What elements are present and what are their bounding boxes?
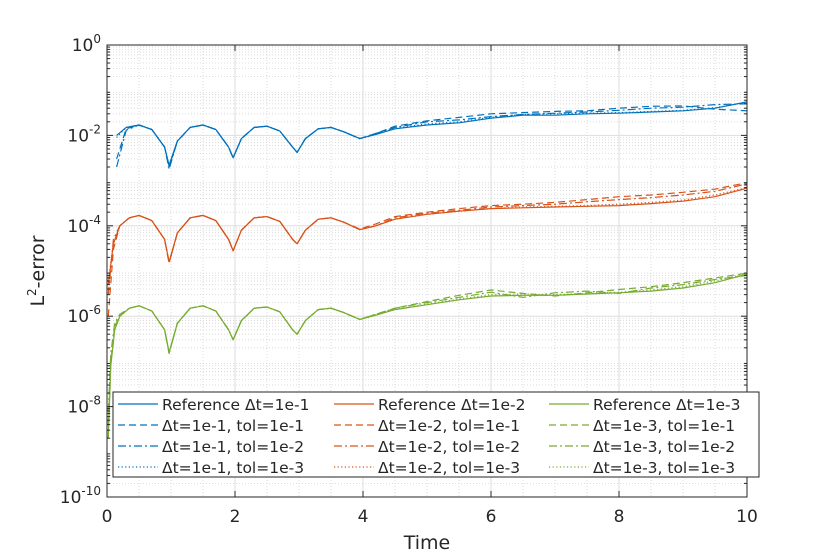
y-tick-exponent: -4 — [89, 213, 101, 227]
legend-label: Δt=1e-1, tol=1e-2 — [162, 438, 304, 456]
x-tick-label: 10 — [736, 507, 758, 527]
y-tick-label: 10-2 — [67, 122, 101, 146]
legend: Reference Δt=1e-1 Δt=1e-1, tol=1e-1 Δt=1e-… — [112, 391, 760, 478]
y-tick-base: 10 — [67, 217, 89, 237]
series-line — [116, 103, 748, 170]
series-line — [107, 274, 748, 412]
series-lines — [107, 101, 748, 439]
x-tick-label: 6 — [486, 507, 497, 527]
y-tick-label: 10-8 — [67, 394, 101, 418]
legend-label: Reference Δt=1e-3 — [593, 396, 741, 414]
y-tick-base: 10 — [72, 36, 94, 56]
series-line — [107, 187, 748, 282]
y-tick-exponent: -6 — [89, 303, 101, 317]
series-line — [107, 272, 748, 431]
y-tick-label: 10-6 — [67, 303, 101, 327]
legend-label: Δt=1e-2, tol=1e-2 — [378, 438, 520, 456]
legend-label: Δt=1e-1, tol=1e-3 — [162, 459, 304, 477]
legend-label: Δt=1e-2, tol=1e-3 — [378, 459, 520, 477]
y-axis-title: L2-error — [25, 235, 49, 306]
y-tick-label: 10-4 — [67, 213, 101, 237]
legend-label: Reference Δt=1e-2 — [378, 396, 526, 414]
y-tick-base: 10 — [67, 307, 89, 327]
legend-label: Δt=1e-3, tol=1e-1 — [593, 417, 735, 435]
x-tick-label: 0 — [102, 507, 113, 527]
y-tick-label: 100 — [72, 32, 101, 56]
y-tick-base: 10 — [60, 488, 82, 508]
y-tick-exponent: 0 — [93, 32, 101, 46]
legend-label: Δt=1e-3, tol=1e-3 — [593, 459, 735, 477]
x-tick-label: 8 — [614, 507, 625, 527]
y-axis-title-suffix: -error — [27, 235, 49, 288]
axes-box — [106, 44, 748, 498]
legend-box — [112, 391, 760, 478]
y-tick-base: 10 — [67, 398, 89, 418]
legend-label: Δt=1e-2, tol=1e-1 — [378, 417, 520, 435]
x-tick-label: 2 — [230, 507, 241, 527]
y-tick-base: 10 — [67, 126, 89, 146]
x-tick-label: 4 — [358, 507, 369, 527]
y-axis-title-superscript: 2 — [25, 288, 39, 296]
x-axis-title: Time — [403, 532, 451, 554]
y-tick-exponent: -2 — [89, 122, 101, 136]
y-tick-exponent: -10 — [81, 484, 101, 498]
legend-label: Reference Δt=1e-1 — [162, 396, 310, 414]
legend-label: Δt=1e-1, tol=1e-1 — [162, 417, 304, 435]
y-tick-label: 10-10 — [60, 484, 101, 508]
y-tick-exponent: -8 — [89, 394, 101, 408]
legend-label: Δt=1e-3, tol=1e-2 — [593, 438, 735, 456]
